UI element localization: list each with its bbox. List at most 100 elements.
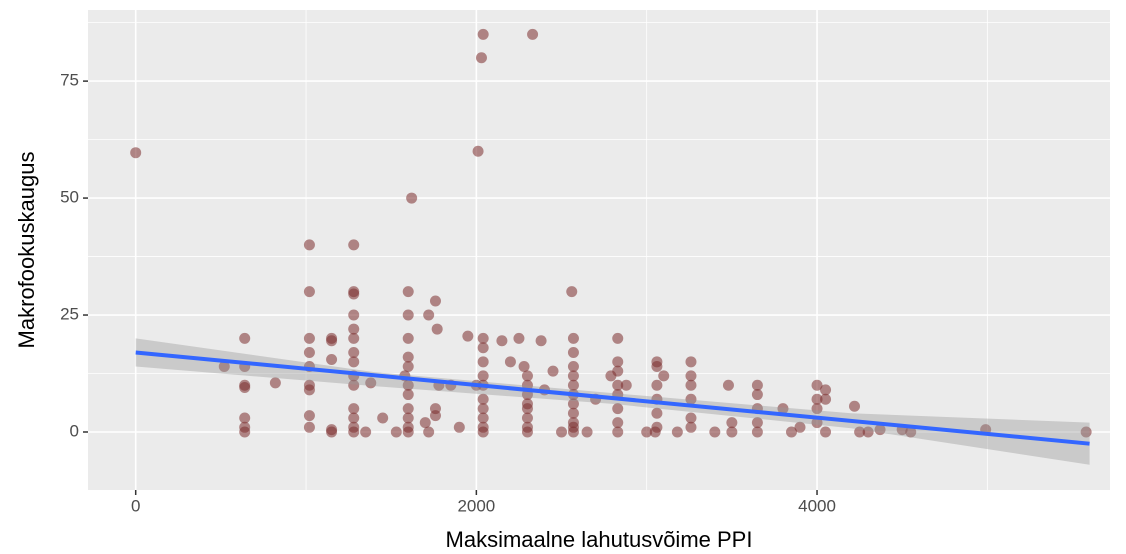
point bbox=[477, 370, 489, 382]
point bbox=[423, 426, 435, 438]
point bbox=[348, 288, 360, 300]
point bbox=[521, 412, 533, 424]
point bbox=[521, 426, 533, 438]
x-axis-title: Maksimaalne lahutusvõime PPI bbox=[446, 527, 753, 552]
point bbox=[431, 323, 443, 335]
point bbox=[651, 421, 663, 433]
point bbox=[567, 379, 579, 391]
point bbox=[303, 286, 315, 298]
point bbox=[641, 426, 653, 438]
point bbox=[402, 309, 414, 321]
point bbox=[751, 426, 763, 438]
point bbox=[477, 393, 489, 405]
point bbox=[402, 389, 414, 401]
point bbox=[874, 424, 886, 436]
point bbox=[303, 384, 315, 396]
point bbox=[472, 145, 484, 157]
point bbox=[513, 332, 525, 344]
point bbox=[365, 377, 377, 389]
point bbox=[820, 393, 832, 405]
x-tick-label: 0 bbox=[131, 496, 140, 515]
point bbox=[567, 407, 579, 419]
y-tick-label: 50 bbox=[60, 188, 79, 207]
point bbox=[612, 417, 624, 429]
point bbox=[496, 335, 508, 347]
point bbox=[685, 421, 697, 433]
point bbox=[685, 393, 697, 405]
point bbox=[402, 426, 414, 438]
point bbox=[854, 426, 866, 438]
point bbox=[567, 346, 579, 358]
point bbox=[612, 426, 624, 438]
y-tick-label: 75 bbox=[60, 71, 79, 90]
point bbox=[811, 379, 823, 391]
point bbox=[360, 426, 372, 438]
x-tick-label: 4000 bbox=[798, 496, 836, 515]
point bbox=[477, 356, 489, 368]
point bbox=[423, 309, 435, 321]
point bbox=[402, 286, 414, 298]
point bbox=[722, 379, 734, 391]
point bbox=[402, 351, 414, 363]
point bbox=[751, 379, 763, 391]
point bbox=[377, 412, 389, 424]
y-tick-label: 0 bbox=[70, 421, 79, 440]
point bbox=[612, 365, 624, 377]
point bbox=[130, 147, 142, 159]
point bbox=[477, 332, 489, 344]
point bbox=[402, 403, 414, 415]
point bbox=[239, 382, 251, 394]
point bbox=[402, 332, 414, 344]
confidence-band bbox=[135, 338, 1090, 465]
point bbox=[671, 426, 683, 438]
y-axis-title: Makrofookuskaugus bbox=[14, 152, 39, 349]
point bbox=[348, 412, 360, 424]
point bbox=[547, 365, 559, 377]
point bbox=[402, 379, 414, 391]
point bbox=[685, 370, 697, 382]
point bbox=[794, 421, 806, 433]
point bbox=[620, 379, 632, 391]
point bbox=[651, 360, 663, 372]
point bbox=[390, 426, 402, 438]
point bbox=[477, 342, 489, 354]
point bbox=[303, 332, 315, 344]
point bbox=[429, 295, 441, 307]
point bbox=[567, 332, 579, 344]
point bbox=[326, 353, 338, 365]
point bbox=[402, 360, 414, 372]
point bbox=[453, 421, 465, 433]
point bbox=[406, 192, 418, 204]
point bbox=[348, 239, 360, 251]
point bbox=[785, 426, 797, 438]
point bbox=[218, 360, 230, 372]
point bbox=[567, 360, 579, 372]
point bbox=[777, 403, 789, 415]
point bbox=[811, 393, 823, 405]
point bbox=[504, 356, 516, 368]
point bbox=[348, 309, 360, 321]
point bbox=[685, 412, 697, 424]
point bbox=[475, 52, 487, 64]
point bbox=[477, 426, 489, 438]
point bbox=[567, 398, 579, 410]
point bbox=[709, 426, 721, 438]
point bbox=[477, 403, 489, 415]
point bbox=[658, 370, 670, 382]
point bbox=[849, 400, 860, 412]
point bbox=[348, 356, 360, 368]
point bbox=[726, 417, 738, 429]
point bbox=[535, 335, 547, 347]
point bbox=[811, 403, 823, 415]
point bbox=[612, 356, 624, 368]
point bbox=[326, 335, 338, 347]
point bbox=[348, 323, 360, 335]
point bbox=[567, 426, 579, 438]
point bbox=[862, 426, 874, 438]
point bbox=[685, 379, 697, 391]
point bbox=[462, 330, 474, 342]
point bbox=[820, 384, 832, 396]
fit-line bbox=[135, 350, 1090, 446]
point bbox=[566, 286, 578, 298]
